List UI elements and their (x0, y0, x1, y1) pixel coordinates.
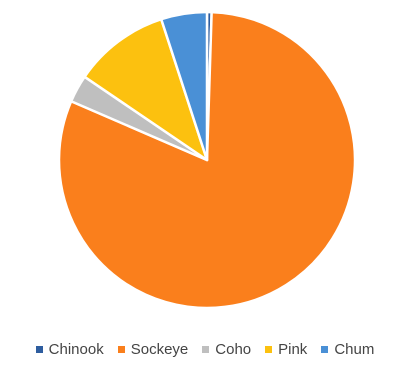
legend-label-chinook: Chinook (48, 341, 104, 358)
legend-item-sockeye: Sockeye (117, 341, 189, 358)
pie-slice-chum (160, 10, 209, 162)
legend-swatch-coho (202, 346, 210, 353)
legend-swatch-chum (321, 346, 329, 353)
legend-swatch-pink (265, 346, 273, 353)
legend-item-chinook: Chinook (35, 341, 104, 358)
legend-item-pink: Pink (265, 341, 307, 358)
pie-chart (57, 10, 357, 310)
legend-item-coho: Coho (202, 341, 251, 358)
legend-label-chum: Chum (334, 341, 375, 358)
chart-legend: Chinook Sockeye Coho Pink Chum (0, 341, 410, 358)
legend-swatch-sockeye (117, 346, 125, 353)
legend-label-sockeye: Sockeye (130, 341, 189, 358)
legend-label-coho: Coho (215, 341, 252, 358)
legend-label-pink: Pink (278, 341, 308, 358)
pie-slice-pink (83, 17, 209, 162)
legend-item-chum: Chum (321, 341, 374, 358)
legend-swatch-chinook (35, 346, 43, 353)
